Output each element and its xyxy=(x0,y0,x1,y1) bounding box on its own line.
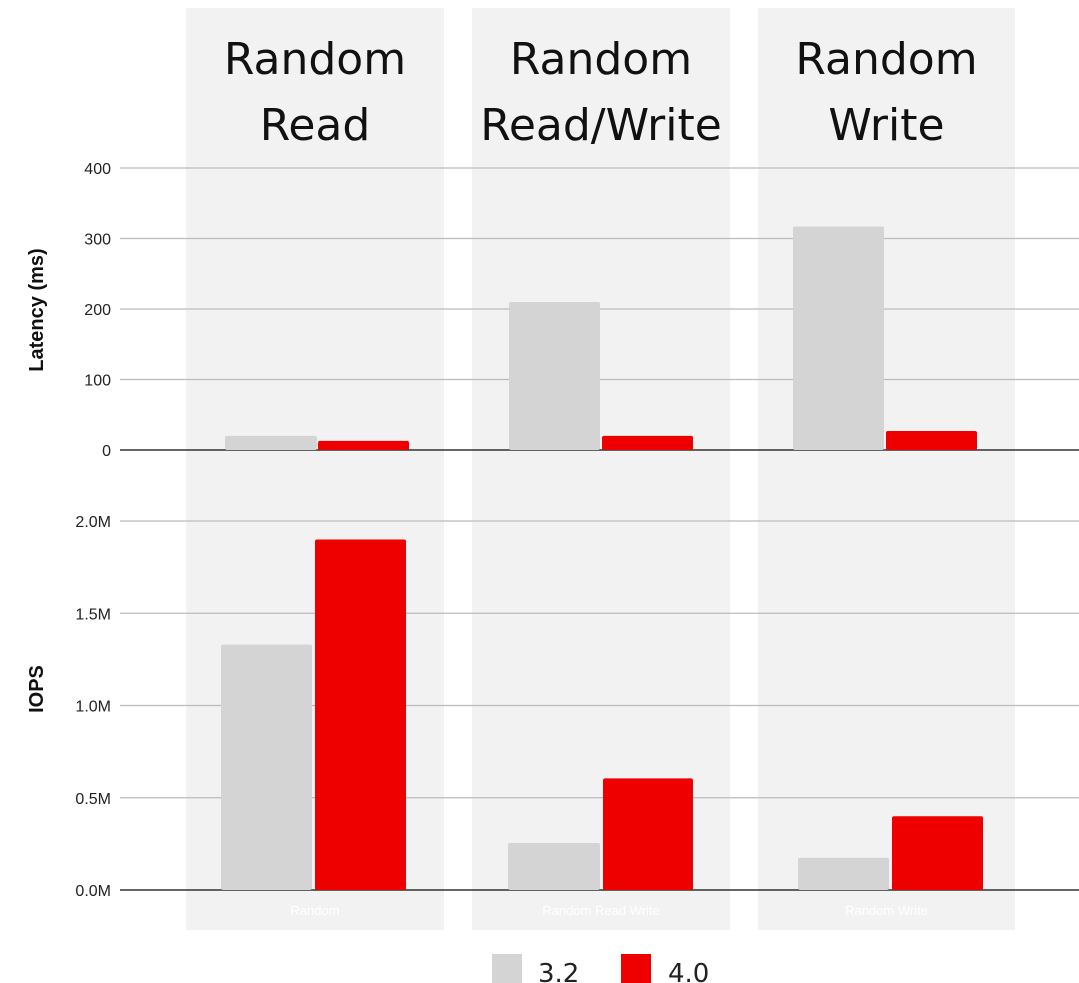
column-header-1-line-1: Random xyxy=(224,34,406,85)
legend-label-4-0: 4.0 xyxy=(668,959,709,983)
bar-c1-s0-2 xyxy=(798,857,889,890)
panel-3 xyxy=(758,8,1015,930)
ytick-label-c0-3: 300 xyxy=(84,232,111,249)
bars xyxy=(221,226,983,890)
bar-c0-s0-2 xyxy=(793,226,884,450)
ytick-label-c1-3: 1.5M xyxy=(75,606,111,623)
legend-swatch-3-2 xyxy=(492,954,522,983)
ytick-label-c0-1: 100 xyxy=(84,373,111,390)
legend-label-3-2: 3.2 xyxy=(538,959,579,983)
ytick-label-c1-1: 0.5M xyxy=(75,791,111,808)
ytick-label-c1-0: 0.0M xyxy=(75,883,111,900)
column-header-2-line-1: Random xyxy=(510,34,692,85)
category-label-3: Random Write xyxy=(845,903,928,918)
bar-c0-s0-0 xyxy=(225,435,317,450)
latency-axis-label: Latency (ms) xyxy=(26,248,48,371)
category-label-2: Random Read Write xyxy=(542,903,660,918)
column-header-1-line-2: Read xyxy=(260,100,371,151)
legend-swatch-4-0 xyxy=(621,954,651,983)
bar-c1-s1-0 xyxy=(315,539,406,890)
ytick-label-c1-4: 2.0M xyxy=(75,514,111,531)
ytick-label-c0-0: 0 xyxy=(102,443,111,460)
category-panels xyxy=(186,8,1015,930)
bar-c0-s1-2 xyxy=(886,430,977,450)
ytick-label-c1-2: 1.0M xyxy=(75,699,111,716)
column-header-3-line-2: Write xyxy=(828,100,944,151)
bar-c0-s1-1 xyxy=(602,435,693,450)
category-label-1: Random xyxy=(290,903,339,918)
column-header-2-line-2: Read/Write xyxy=(480,100,722,151)
bar-c1-s1-1 xyxy=(603,778,693,890)
ytick-label-c0-4: 400 xyxy=(84,161,111,178)
iops-axis-label: IOPS xyxy=(26,665,48,713)
bar-c0-s1-0 xyxy=(318,440,409,450)
panel-2 xyxy=(472,8,730,930)
bar-c1-s0-0 xyxy=(221,644,312,890)
bar-c1-s1-2 xyxy=(892,816,983,890)
column-header-3-line-1: Random xyxy=(795,34,977,85)
legend: 3.2 4.0 xyxy=(492,954,709,983)
bar-c0-s0-1 xyxy=(509,301,600,450)
labels: Random Read Random Read/Write Random Write 0 10… xyxy=(75,34,977,918)
ytick-label-c0-2: 200 xyxy=(84,302,111,319)
bar-c1-s0-1 xyxy=(508,842,600,890)
